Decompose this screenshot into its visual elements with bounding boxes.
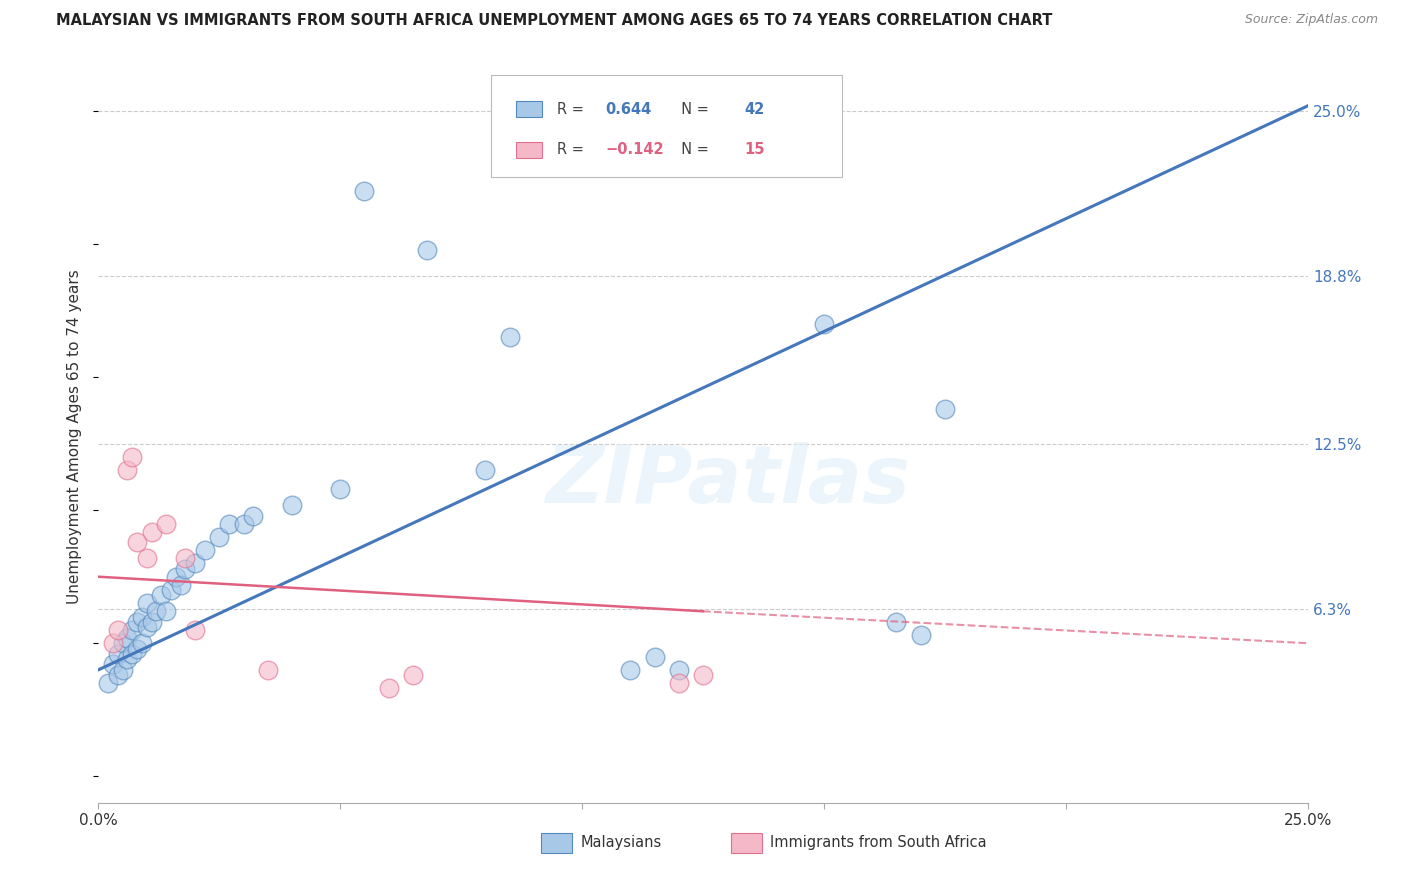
- Point: [150, 588, 173, 602]
- Point: [813, 317, 835, 331]
- Point: [107, 623, 129, 637]
- Point: [101, 657, 124, 672]
- Point: [131, 636, 153, 650]
- Point: [644, 649, 666, 664]
- Point: [232, 516, 254, 531]
- Point: [174, 562, 197, 576]
- Point: [127, 615, 149, 629]
- Point: [474, 463, 496, 477]
- Point: [117, 652, 139, 666]
- Point: [131, 609, 153, 624]
- Point: [668, 663, 690, 677]
- FancyBboxPatch shape: [731, 833, 762, 853]
- Point: [692, 668, 714, 682]
- Point: [121, 450, 143, 464]
- Text: Immigrants from South Africa: Immigrants from South Africa: [770, 836, 987, 850]
- Point: [169, 577, 191, 591]
- Point: [242, 508, 264, 523]
- Point: [668, 676, 690, 690]
- Point: [208, 530, 231, 544]
- Point: [329, 482, 352, 496]
- Point: [141, 524, 163, 539]
- Point: [194, 543, 217, 558]
- Text: ZIPatlas: ZIPatlas: [544, 442, 910, 520]
- Text: 15: 15: [744, 143, 765, 158]
- Point: [377, 681, 399, 696]
- FancyBboxPatch shape: [516, 101, 543, 117]
- Point: [155, 604, 177, 618]
- Point: [184, 623, 207, 637]
- Point: [934, 402, 956, 417]
- Point: [127, 641, 149, 656]
- Point: [127, 535, 149, 549]
- Text: N =: N =: [672, 143, 713, 158]
- Point: [97, 676, 120, 690]
- Point: [135, 596, 157, 610]
- Point: [281, 498, 304, 512]
- Point: [402, 668, 425, 682]
- Point: [165, 570, 187, 584]
- Point: [174, 551, 197, 566]
- FancyBboxPatch shape: [541, 833, 572, 853]
- Point: [498, 330, 520, 344]
- Text: MALAYSIAN VS IMMIGRANTS FROM SOUTH AFRICA UNEMPLOYMENT AMONG AGES 65 TO 74 YEARS: MALAYSIAN VS IMMIGRANTS FROM SOUTH AFRIC…: [56, 13, 1053, 29]
- Point: [155, 516, 177, 531]
- Point: [117, 631, 139, 645]
- Point: [111, 663, 134, 677]
- Point: [141, 615, 163, 629]
- Point: [107, 668, 129, 682]
- Text: R =: R =: [557, 143, 588, 158]
- Text: Source: ZipAtlas.com: Source: ZipAtlas.com: [1244, 13, 1378, 27]
- Point: [886, 615, 908, 629]
- Point: [353, 184, 375, 198]
- Point: [135, 620, 157, 634]
- Point: [619, 663, 641, 677]
- Point: [121, 623, 143, 637]
- Text: Malaysians: Malaysians: [581, 836, 662, 850]
- Point: [101, 636, 124, 650]
- Y-axis label: Unemployment Among Ages 65 to 74 years: Unemployment Among Ages 65 to 74 years: [67, 269, 83, 605]
- Point: [218, 516, 240, 531]
- Point: [910, 628, 932, 642]
- Point: [145, 604, 167, 618]
- Text: N =: N =: [672, 102, 713, 117]
- Point: [107, 647, 129, 661]
- Text: 0.644: 0.644: [605, 102, 651, 117]
- FancyBboxPatch shape: [516, 142, 543, 158]
- Text: R =: R =: [557, 102, 588, 117]
- Text: −0.142: −0.142: [605, 143, 664, 158]
- Point: [256, 663, 278, 677]
- FancyBboxPatch shape: [492, 75, 842, 178]
- Point: [160, 582, 183, 597]
- Point: [121, 647, 143, 661]
- Point: [111, 636, 134, 650]
- Point: [416, 243, 439, 257]
- Point: [135, 551, 157, 566]
- Point: [117, 463, 139, 477]
- Text: 42: 42: [744, 102, 765, 117]
- Point: [184, 557, 207, 571]
